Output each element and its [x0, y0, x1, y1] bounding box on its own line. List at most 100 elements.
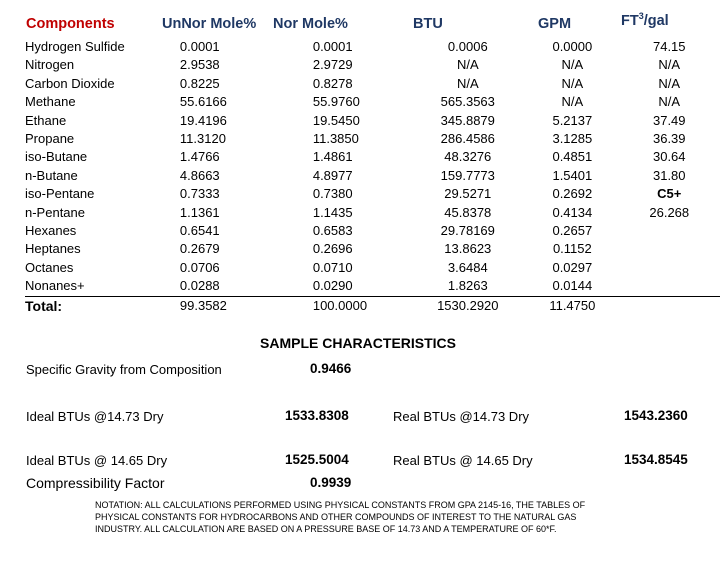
total-row: Total: 99.3582 100.0000 1530.2920 11.475… — [25, 295, 720, 316]
btu-value: 565.3563 — [440, 94, 495, 110]
total-unnor: 99.3582 — [155, 295, 297, 316]
unnor-mole-value: 0.0706 — [179, 259, 220, 275]
nor-mole-value: 19.5450 — [312, 112, 360, 128]
ft3-gal-value: N/A — [658, 57, 681, 73]
component-name: Nitrogen — [25, 57, 75, 73]
table-row: Nitrogen 2.9538 2.9729 N/A N/A N/A — [25, 56, 720, 74]
header-unnor-mole: UnNor Mole% — [162, 16, 257, 32]
nor-mole-value: 55.9760 — [312, 94, 360, 110]
gpm-value: 0.4134 — [552, 204, 593, 220]
components-table: Hydrogen Sulfide 0.0001 0.0001 0.0006 0.0000… — [25, 38, 720, 316]
nor-mole-value: 1.1435 — [312, 204, 353, 220]
table-row: n-Butane 4.8663 4.8977 159.7773 1.5401 31.80 — [25, 167, 720, 185]
total-label: Total: — [25, 295, 156, 316]
unnor-mole-value: 0.8225 — [179, 75, 220, 91]
btu-value: 13.8623 — [444, 241, 492, 257]
unnor-mole-value: 11.3120 — [179, 131, 226, 147]
btu-value: N/A — [456, 57, 479, 73]
nor-mole-value: 0.0290 — [312, 278, 353, 294]
component-name: Heptanes — [25, 241, 81, 257]
component-name: Carbon Dioxide — [25, 75, 115, 91]
gpm-value: 0.0144 — [552, 278, 593, 294]
component-name: Propane — [25, 131, 75, 147]
component-name: iso-Pentane — [25, 186, 95, 202]
specific-gravity-value: 0.9466 — [310, 361, 352, 376]
ft3-gal-value: N/A — [658, 94, 681, 110]
unnor-mole-value: 0.0001 — [179, 39, 220, 54]
component-name: Hydrogen Sulfide — [25, 39, 125, 54]
unnor-mole-value: 4.8663 — [179, 167, 220, 183]
compressibility-factor-value: 0.9939 — [310, 475, 352, 490]
table-row: n-Pentane 1.1361 1.1435 45.8378 0.4134 26.268 — [25, 204, 720, 222]
table-row: Methane 55.6166 55.9760 565.3563 N/A N/A — [25, 93, 720, 111]
components-table-body: Hydrogen Sulfide 0.0001 0.0001 0.0006 0.0000… — [25, 38, 720, 296]
gpm-value: 5.2137 — [552, 112, 593, 128]
btu-value: 29.78169 — [440, 223, 495, 239]
component-name: Nonanes+ — [25, 278, 85, 294]
table-row: Propane 11.3120 11.3850 286.4586 3.1285 36.39 — [25, 130, 720, 148]
ft3-gal-value: C5+ — [657, 186, 682, 202]
header-nor-mole: Nor Mole% — [273, 16, 348, 32]
gpm-value: N/A — [561, 75, 584, 91]
ft3-gal-value: 36.39 — [652, 131, 686, 147]
header-gpm: GPM — [538, 16, 572, 32]
table-row: Nonanes+ 0.0288 0.0290 1.8263 0.0144 — [25, 277, 720, 296]
ideal-btu-1473-value: 1533.8308 — [285, 408, 349, 423]
nor-mole-value: 0.8278 — [312, 75, 353, 91]
real-btu-1465-label: Real BTUs @ 14.65 Dry — [393, 453, 533, 468]
unnor-mole-value: 55.6166 — [179, 94, 227, 110]
nor-mole-value: 1.4861 — [312, 149, 353, 165]
table-row: Heptanes 0.2679 0.2696 13.8623 0.1152 — [25, 240, 720, 258]
nor-mole-value: 0.0710 — [312, 259, 353, 275]
component-name: iso-Butane — [25, 149, 88, 165]
total-nor: 100.0000 — [296, 295, 410, 316]
btu-value: 45.8378 — [444, 204, 492, 220]
nor-mole-value: 0.2696 — [312, 241, 353, 257]
table-row: Hexanes 0.6541 0.6583 29.78169 0.2657 — [25, 222, 720, 240]
component-name: Ethane — [25, 112, 67, 128]
component-name: Octanes — [25, 259, 74, 275]
ft3-gal-value: N/A — [658, 75, 681, 91]
unnor-mole-value: 0.2679 — [179, 241, 220, 257]
unnor-mole-value: 2.9538 — [179, 57, 220, 73]
table-row: Ethane 19.4196 19.5450 345.8879 5.2137 37.49 — [25, 112, 720, 130]
table-row: Octanes 0.0706 0.0710 3.6484 0.0297 — [25, 259, 720, 277]
btu-value: 48.3276 — [444, 149, 492, 165]
table-row: Carbon Dioxide 0.8225 0.8278 N/A N/A N/A — [25, 75, 720, 93]
btu-value: 345.8879 — [440, 112, 495, 128]
table-row: Hydrogen Sulfide 0.0001 0.0001 0.0006 0.0000… — [25, 38, 720, 56]
total-gpm: 11.4750 — [526, 295, 619, 316]
component-name: n-Pentane — [25, 204, 85, 220]
unnor-mole-value: 0.6541 — [179, 223, 220, 239]
real-btu-1473-value: 1543.2360 — [624, 408, 688, 423]
btu-value: 29.5271 — [444, 186, 492, 202]
gpm-value: N/A — [561, 94, 584, 110]
header-ft3-gal: FT3/gal — [621, 11, 669, 29]
ft3-gal-value: 30.64 — [652, 149, 686, 165]
header-components: Components — [26, 16, 115, 32]
unnor-mole-value: 0.7333 — [179, 186, 220, 202]
ft3-gal-value: 26.268 — [649, 204, 690, 220]
nor-mole-value: 4.8977 — [312, 167, 353, 183]
ideal-btu-1465-value: 1525.5004 — [285, 452, 349, 467]
unnor-mole-value: 1.1361 — [179, 204, 220, 220]
unnor-mole-value: 0.0288 — [179, 278, 220, 294]
component-name: Methane — [25, 94, 76, 110]
compressibility-factor-label: Compressibility Factor — [26, 475, 165, 491]
unnor-mole-value: 1.4766 — [179, 149, 220, 165]
ft3-gal-value: 31.80 — [652, 167, 686, 183]
ft3-gal-value — [619, 277, 720, 296]
unnor-mole-value: 19.4196 — [179, 112, 227, 128]
gpm-value: 1.5401 — [552, 167, 593, 183]
gpm-value: 0.2657 — [552, 223, 593, 239]
real-btu-1473-label: Real BTUs @14.73 Dry — [393, 409, 530, 424]
ft3-gal-value — [619, 240, 720, 258]
total-ft — [618, 295, 720, 316]
ft3-gal-value: 74.15 — [652, 39, 686, 54]
ft3-gal-value — [619, 259, 720, 277]
gpm-value: 0.4851 — [552, 149, 593, 165]
btu-value: 0.0006 — [447, 39, 488, 54]
nor-mole-value: 0.6583 — [312, 223, 353, 239]
gpm-value: 0.0297 — [552, 259, 593, 275]
gpm-value: N/A — [561, 57, 584, 73]
